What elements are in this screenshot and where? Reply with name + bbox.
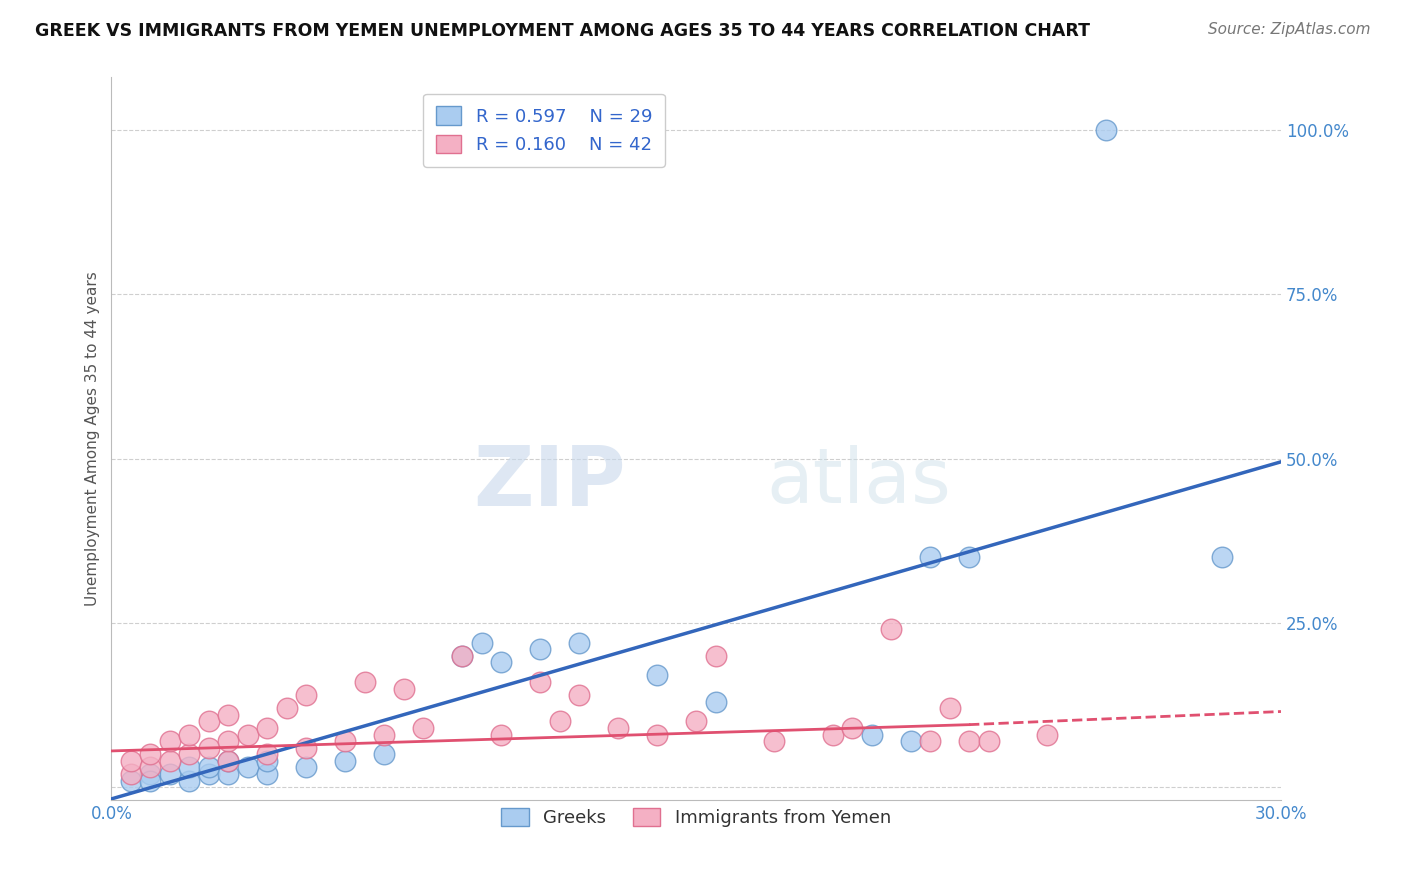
Point	[198, 760, 221, 774]
Point	[198, 714, 221, 729]
Point	[704, 695, 727, 709]
Point	[335, 734, 357, 748]
Point	[645, 668, 668, 682]
Point	[412, 721, 434, 735]
Point	[159, 734, 181, 748]
Point	[256, 767, 278, 781]
Point	[920, 734, 942, 748]
Text: Source: ZipAtlas.com: Source: ZipAtlas.com	[1208, 22, 1371, 37]
Point	[977, 734, 1000, 748]
Point	[451, 648, 474, 663]
Y-axis label: Unemployment Among Ages 35 to 44 years: Unemployment Among Ages 35 to 44 years	[86, 271, 100, 607]
Text: ZIP: ZIP	[474, 442, 626, 523]
Point	[685, 714, 707, 729]
Point	[373, 727, 395, 741]
Legend: Greeks, Immigrants from Yemen: Greeks, Immigrants from Yemen	[495, 801, 898, 835]
Point	[900, 734, 922, 748]
Point	[841, 721, 863, 735]
Point	[217, 734, 239, 748]
Point	[217, 707, 239, 722]
Point	[217, 767, 239, 781]
Text: atlas: atlas	[766, 445, 952, 519]
Point	[120, 754, 142, 768]
Point	[179, 747, 201, 762]
Point	[179, 760, 201, 774]
Point	[920, 550, 942, 565]
Point	[938, 701, 960, 715]
Point	[256, 754, 278, 768]
Point	[957, 550, 980, 565]
Point	[295, 740, 318, 755]
Point	[763, 734, 786, 748]
Point	[236, 760, 259, 774]
Point	[373, 747, 395, 762]
Point	[607, 721, 630, 735]
Point	[1094, 123, 1116, 137]
Point	[276, 701, 298, 715]
Point	[139, 760, 162, 774]
Point	[568, 635, 591, 649]
Point	[880, 623, 903, 637]
Point	[159, 754, 181, 768]
Point	[139, 767, 162, 781]
Point	[353, 675, 375, 690]
Point	[295, 688, 318, 702]
Point	[451, 648, 474, 663]
Text: GREEK VS IMMIGRANTS FROM YEMEN UNEMPLOYMENT AMONG AGES 35 TO 44 YEARS CORRELATIO: GREEK VS IMMIGRANTS FROM YEMEN UNEMPLOYM…	[35, 22, 1090, 40]
Point	[179, 727, 201, 741]
Point	[120, 773, 142, 788]
Point	[198, 767, 221, 781]
Point	[529, 675, 551, 690]
Point	[217, 754, 239, 768]
Point	[120, 767, 142, 781]
Point	[645, 727, 668, 741]
Point	[957, 734, 980, 748]
Point	[704, 648, 727, 663]
Point	[471, 635, 494, 649]
Point	[1211, 550, 1233, 565]
Point	[295, 760, 318, 774]
Point	[860, 727, 883, 741]
Point	[529, 642, 551, 657]
Point	[217, 754, 239, 768]
Point	[198, 740, 221, 755]
Point	[236, 727, 259, 741]
Point	[139, 773, 162, 788]
Point	[159, 767, 181, 781]
Point	[548, 714, 571, 729]
Point	[139, 747, 162, 762]
Point	[335, 754, 357, 768]
Point	[491, 655, 513, 669]
Point	[1036, 727, 1059, 741]
Point	[568, 688, 591, 702]
Point	[392, 681, 415, 696]
Point	[256, 747, 278, 762]
Point	[821, 727, 844, 741]
Point	[491, 727, 513, 741]
Point	[179, 773, 201, 788]
Point	[256, 721, 278, 735]
